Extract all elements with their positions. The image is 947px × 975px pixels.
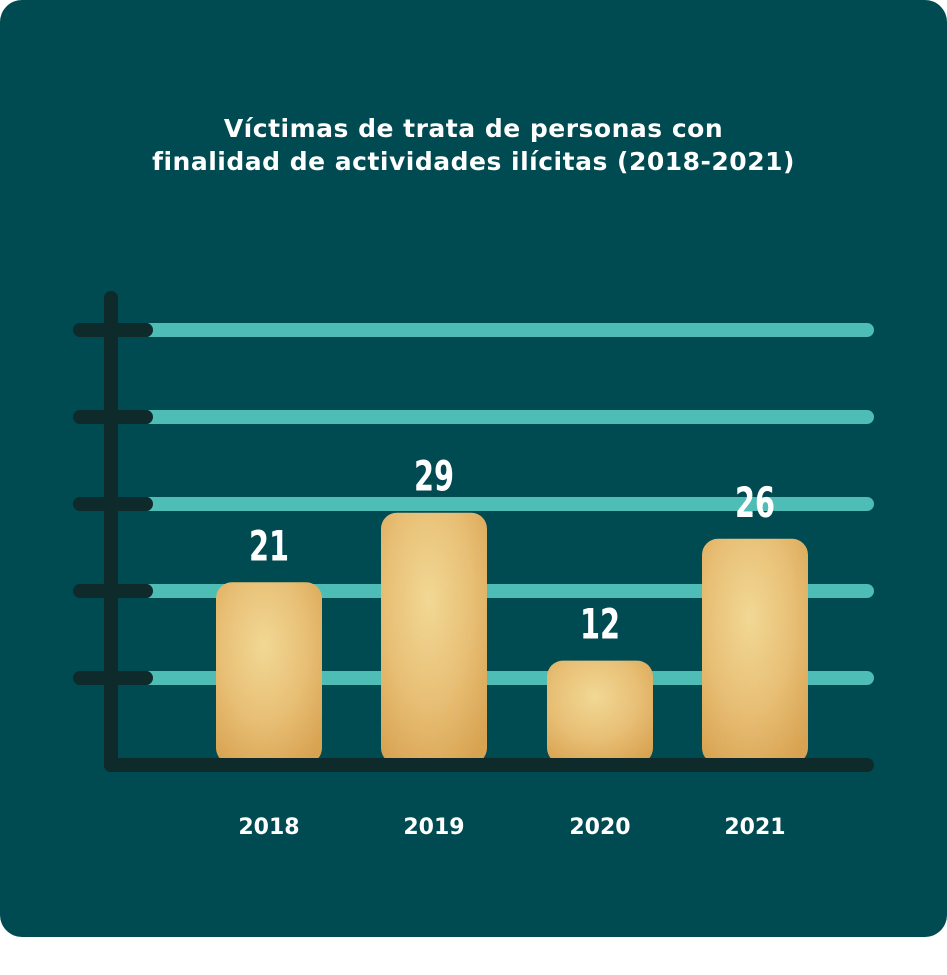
x-tick-label-2020: 2020 (569, 815, 630, 840)
bars (216, 512, 808, 764)
bar-2018 (216, 582, 322, 764)
bar-2019 (381, 512, 487, 764)
value-label-2019: 29 (414, 454, 454, 502)
bar-2020 (547, 660, 653, 764)
x-tick-label-2021: 2021 (724, 815, 785, 840)
bar-2021 (702, 538, 808, 764)
axes (73, 291, 874, 772)
chart-title-line-1: Víctimas de trata de personas con (223, 114, 724, 143)
chart-title: Víctimas de trata de personas con finali… (60, 112, 887, 178)
bar-chart: 21 2018 29 2019 12 2020 26 2021 (73, 291, 874, 840)
chart-card: Víctimas de trata de personas con finali… (0, 0, 947, 937)
x-tick-label-2018: 2018 (238, 815, 299, 840)
value-label-2018: 21 (249, 523, 289, 571)
chart-title-line-2: finalidad de actividades ilícitas (2018-… (152, 147, 795, 176)
x-tick-label-2019: 2019 (403, 815, 464, 840)
value-label-2021: 26 (735, 480, 775, 528)
value-label-2020: 12 (580, 601, 620, 649)
labels: 21 2018 29 2019 12 2020 26 2021 (238, 454, 785, 840)
